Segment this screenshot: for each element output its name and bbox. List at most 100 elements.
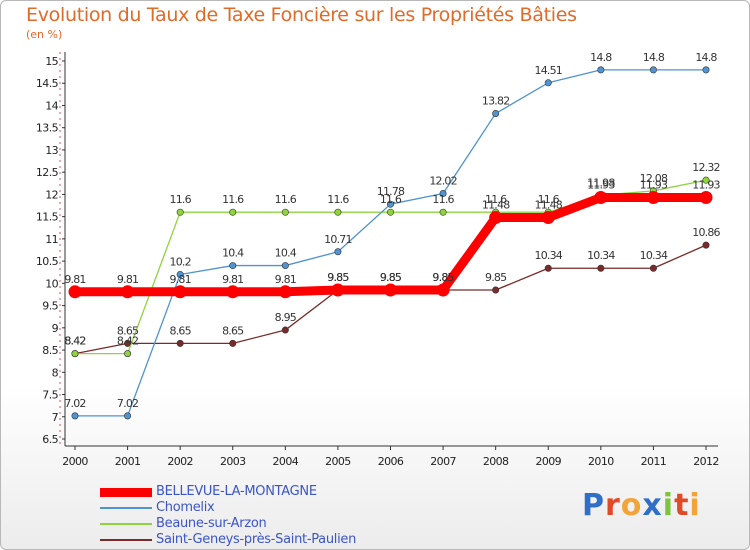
data-label: 8.42 (117, 335, 138, 348)
data-label: 9.81 (117, 273, 138, 286)
data-label: 8.65 (222, 324, 244, 337)
data-point (649, 264, 657, 272)
data-label: 11.6 (327, 193, 349, 206)
data-point (541, 211, 555, 225)
data-label: 13.82 (482, 94, 510, 107)
data-label: 8.65 (117, 324, 139, 337)
data-point (173, 285, 187, 299)
data-point (649, 66, 657, 74)
x-tick-label: 2005 (325, 455, 351, 468)
data-point (68, 285, 82, 299)
data-point (229, 208, 237, 216)
data-label: 11.6 (538, 193, 560, 206)
series-line (74, 69, 707, 417)
data-label: 14.8 (695, 51, 717, 64)
chart-subtitle: (en %) (26, 28, 63, 41)
data-point (544, 264, 552, 272)
data-label: 9.85 (380, 271, 402, 284)
data-point (71, 412, 79, 420)
data-point (229, 339, 237, 347)
data-point (176, 208, 184, 216)
data-point (384, 283, 397, 297)
y-tick-label: 14 (45, 99, 58, 112)
legend-swatch (100, 507, 152, 509)
y-tick-label: 8 (52, 366, 59, 379)
data-point (439, 208, 447, 216)
data-point (386, 208, 394, 216)
data-point (331, 283, 345, 297)
data-label: 9.81 (64, 273, 85, 286)
data-point (71, 350, 79, 358)
data-label: 12.08 (640, 172, 668, 185)
data-label: 9.85 (485, 271, 507, 284)
data-label: 10.34 (640, 249, 668, 262)
data-label: 11.93 (587, 179, 615, 192)
x-tick-label: 2012 (693, 455, 719, 468)
data-label: 11.6 (275, 193, 297, 206)
x-tick-label: 2010 (588, 455, 614, 468)
data-point (386, 200, 394, 208)
logo-letter: t (674, 488, 690, 523)
data-point (439, 190, 447, 198)
line-chart: 6.5 7 7.5 8 8.5 9 9.5 10 10.5 11 11.5 12 12.5 13 13.5 1… (36, 51, 721, 468)
data-label: 8.65 (170, 324, 192, 337)
logo-letter: i (662, 488, 675, 523)
y-tick-label: 15 (45, 55, 58, 68)
data-label: 11.6 (485, 193, 507, 206)
logo-letter: P (582, 488, 605, 523)
legend-label: BELLEVUE-LA-MONTAGNE (156, 484, 317, 499)
data-label: 8.95 (275, 311, 297, 324)
data-label: 9.81 (275, 273, 296, 286)
data-label: 11.93 (640, 179, 668, 192)
y-tick-label: 14.5 (36, 77, 59, 90)
data-point (124, 412, 132, 420)
data-point (334, 208, 342, 216)
data-point (334, 248, 342, 256)
data-point (281, 208, 289, 216)
data-label: 11.48 (535, 199, 563, 212)
data-label: 9.85 (327, 271, 349, 284)
chart-title: Evolution du Taux de Taxe Foncière sur l… (26, 4, 577, 26)
data-label: 11.6 (170, 193, 192, 206)
data-label: 14.8 (643, 51, 665, 64)
data-label: 11.6 (380, 193, 402, 206)
y-tick-label: 7 (52, 411, 59, 424)
data-point (278, 285, 292, 299)
data-label: 11.98 (587, 176, 615, 189)
x-tick-label: 2008 (483, 455, 509, 468)
data-label: 9.85 (432, 271, 454, 284)
logo-letter: i (689, 488, 701, 523)
x-tick-label: 2004 (273, 455, 299, 468)
data-label: 12.32 (692, 161, 720, 174)
data-point (121, 285, 135, 299)
legend-label: Beaune-sur-Arzon (156, 516, 267, 531)
data-label: 8.42 (64, 335, 85, 348)
y-tick-label: 9.5 (42, 300, 58, 313)
data-point (699, 191, 713, 205)
data-point (492, 286, 500, 294)
x-tick-label: 2001 (115, 455, 141, 468)
y-tick-label: 11.5 (36, 211, 59, 224)
data-label: 11.6 (222, 193, 244, 206)
x-tick-label: 2002 (167, 455, 193, 468)
data-label: 11.6 (432, 193, 454, 206)
data-point (489, 211, 503, 225)
logo-letter: o (620, 488, 643, 523)
chart-axes: 6.5 7 7.5 8 8.5 9 9.5 10 10.5 11 11.5 12 12.5 13 13.5 1… (36, 52, 719, 468)
data-point (226, 285, 240, 299)
data-point (702, 66, 710, 74)
data-point (594, 191, 608, 205)
data-point (702, 241, 710, 249)
data-label: 7.02 (117, 397, 138, 410)
data-label: 10.86 (692, 226, 720, 239)
data-label: 12.02 (429, 175, 457, 188)
legend-swatch (100, 487, 152, 497)
data-label: 8.42 (64, 335, 85, 348)
data-label: 7.02 (64, 397, 85, 410)
data-point (281, 262, 289, 270)
data-label: 10.71 (324, 233, 352, 246)
y-tick-label: 10 (45, 277, 58, 290)
data-point (702, 176, 710, 184)
legend-swatch (100, 523, 152, 525)
